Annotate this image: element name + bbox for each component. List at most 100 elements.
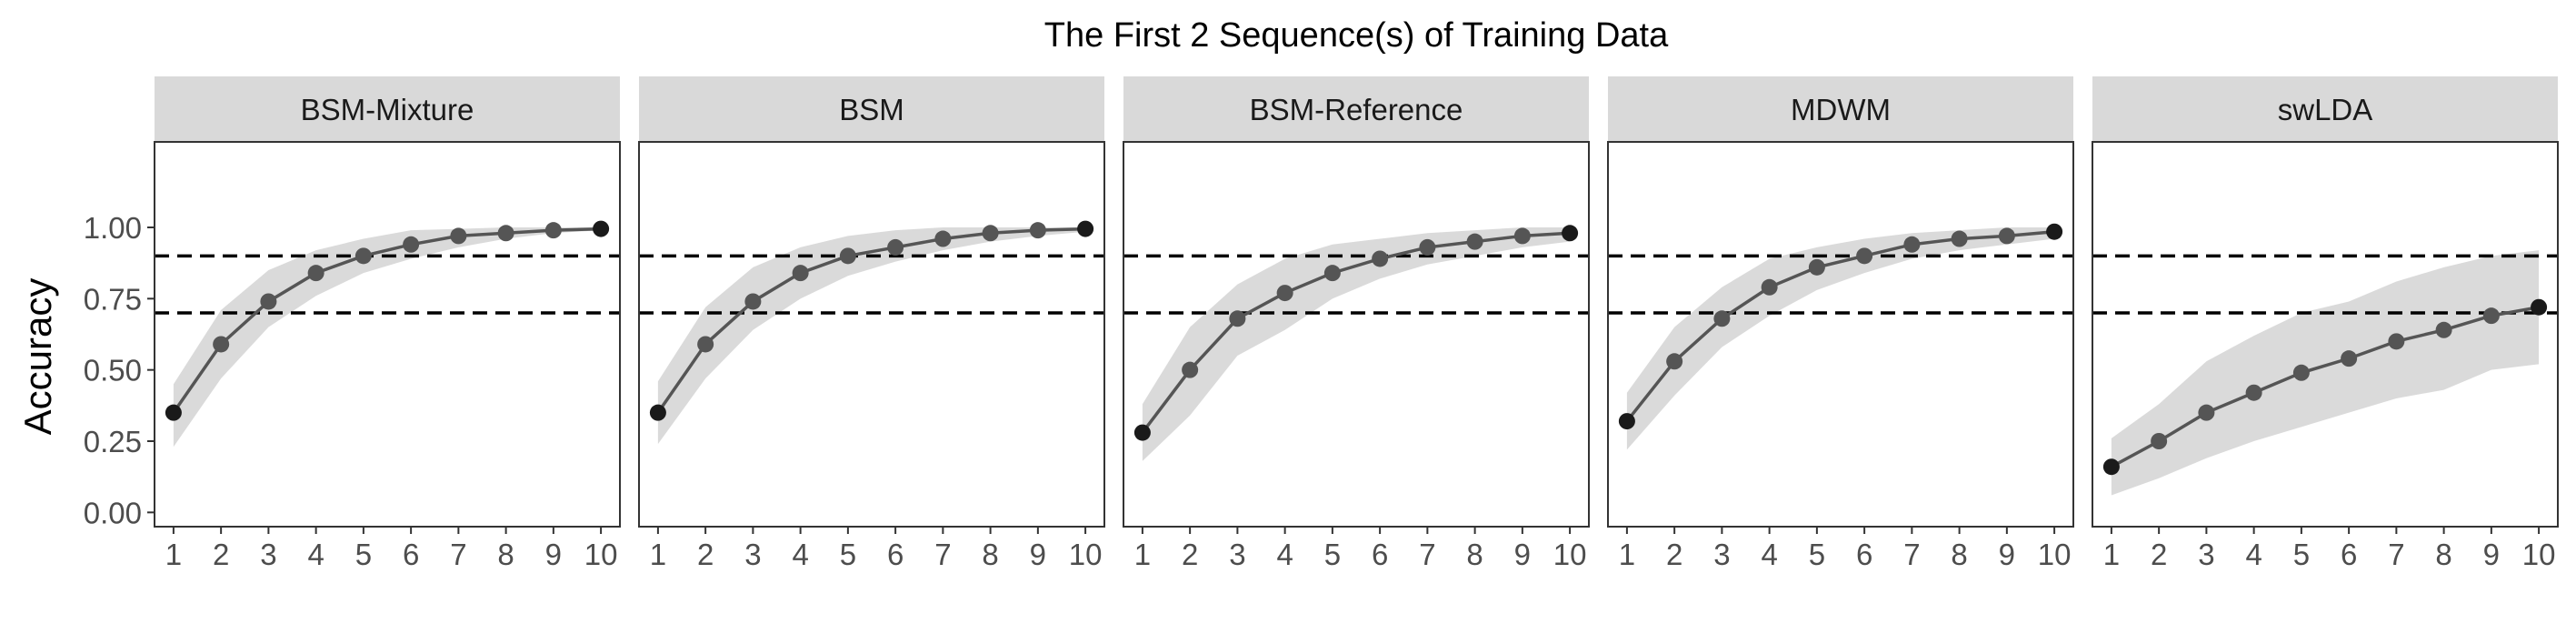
x-tick-label: 2 [213, 538, 229, 571]
chart-title: The First 2 Sequence(s) of Training Data [1044, 16, 1669, 55]
data-point [544, 222, 562, 239]
y-tick-label: 0.00 [84, 496, 142, 529]
x-tick-label: 9 [545, 538, 562, 571]
x-tick-label: 10 [584, 538, 618, 571]
x-tick-label: 7 [1419, 538, 1435, 571]
y-tick-label: 1.00 [84, 211, 142, 245]
data-point [2151, 433, 2168, 449]
x-tick-label: 8 [982, 538, 998, 571]
x-tick-label: 1 [650, 538, 666, 571]
x-tick-label: 1 [165, 538, 182, 571]
x-tick-label: 8 [2435, 538, 2451, 571]
facet-strip-label: swLDA [2278, 93, 2373, 126]
facet-strip [1608, 76, 2073, 142]
x-tick-label: 10 [2522, 538, 2556, 571]
data-point [450, 227, 467, 245]
x-tick-label: 9 [1030, 538, 1046, 571]
facet-strip [2092, 76, 2558, 142]
x-tick-label: 2 [697, 538, 714, 571]
data-point [1182, 361, 1199, 378]
facet-panel-bsm: BSM 1 2 3 4 5 6 7 8 9 10 [638, 76, 1105, 571]
x-tick-label: 4 [307, 538, 324, 571]
data-point [1077, 220, 1094, 237]
data-point [1466, 233, 1483, 250]
data-point [982, 225, 999, 242]
data-point [792, 265, 809, 282]
x-tick-label: 5 [1324, 538, 1341, 571]
x-tick-label: 9 [1999, 538, 2015, 571]
x-tick-label: 5 [840, 538, 856, 571]
facet-strip-label: BSM-Reference [1250, 93, 1463, 126]
data-point [213, 336, 230, 353]
data-point [649, 404, 666, 421]
data-point [697, 336, 714, 353]
x-tick-label: 4 [1761, 538, 1777, 571]
y-tick-label: 0.75 [84, 282, 142, 316]
data-point [1856, 247, 1873, 265]
data-point [2388, 333, 2405, 350]
data-point [744, 293, 762, 310]
confidence-band [657, 227, 1086, 445]
x-tick-label: 10 [1553, 538, 1587, 571]
x-tick-label: 3 [1229, 538, 1245, 571]
facet-panel-swlda: swLDA 1 2 3 4 5 6 7 8 9 10 [2092, 76, 2559, 571]
confidence-band [173, 227, 602, 448]
data-point [1029, 222, 1046, 239]
y-axis-ticks: 0.00 0.25 0.50 0.75 1.00 [84, 211, 155, 529]
data-point [1666, 353, 1683, 370]
x-tick-label: 9 [1514, 538, 1531, 571]
data-point [403, 236, 420, 253]
y-tick-label: 0.50 [84, 354, 142, 387]
x-tick-label: 7 [450, 538, 466, 571]
facet-strip-label: MDWM [1791, 93, 1891, 126]
series-line [172, 226, 602, 414]
panel-border [638, 141, 1105, 528]
panel-border [1607, 141, 2074, 528]
x-tick-label: 9 [2483, 538, 2500, 571]
data-point [1562, 225, 1579, 242]
series-line [2111, 306, 2540, 468]
series-line [656, 226, 1086, 414]
panel-border [1123, 141, 1590, 528]
x-tick-label: 7 [934, 538, 951, 571]
confidence-band [1142, 227, 1571, 461]
x-tick-label: 2 [1666, 538, 1682, 571]
data-point [2341, 350, 2358, 367]
x-tick-label: 2 [2151, 538, 2167, 571]
data-point [1808, 258, 1825, 276]
x-tick-label: 1 [1619, 538, 1635, 571]
data-point [2198, 404, 2215, 421]
data-point [1372, 250, 1389, 267]
data-point [2292, 364, 2310, 381]
x-tick-label: 4 [1276, 538, 1293, 571]
facet-strip [155, 76, 620, 142]
data-point [307, 265, 324, 282]
facet-strip [639, 76, 1104, 142]
data-point [2046, 223, 2063, 240]
x-tick-label: 7 [1903, 538, 1920, 571]
data-point [260, 293, 277, 310]
x-tick-label: 6 [1856, 538, 1872, 571]
confidence-band [2111, 250, 2540, 496]
data-point [1713, 310, 1731, 327]
data-point [2482, 307, 2500, 325]
facet-strip-label: BSM-Mixture [301, 93, 474, 126]
data-point [1229, 310, 1246, 327]
data-point [2435, 321, 2452, 338]
data-point [497, 225, 514, 242]
panel-border [154, 141, 621, 528]
x-tick-label: 8 [497, 538, 514, 571]
data-point [1951, 230, 1968, 247]
data-point [1419, 238, 1436, 256]
x-tick-label: 10 [2038, 538, 2072, 571]
data-point [839, 247, 856, 265]
y-tick-label: 0.25 [84, 425, 142, 458]
x-tick-label: 7 [2388, 538, 2404, 571]
data-point [593, 220, 610, 237]
x-tick-label: 6 [403, 538, 419, 571]
x-tick-label: 8 [1466, 538, 1483, 571]
x-tick-label: 5 [355, 538, 372, 571]
x-tick-label: 2 [1182, 538, 1198, 571]
